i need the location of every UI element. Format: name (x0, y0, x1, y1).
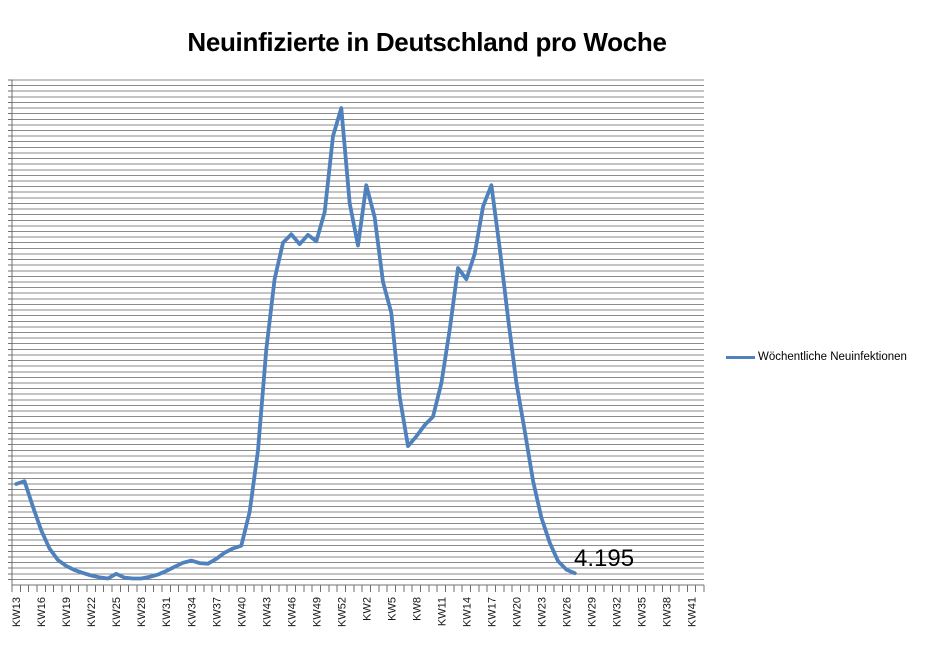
x-axis-label: KW41 (686, 597, 698, 627)
x-axis-labels: KW13 KW16 KW19 KW22 KW25 KW28 KW31 KW34 KW37 KW40… (11, 597, 698, 627)
x-axis-label: KW37 (211, 597, 223, 627)
x-axis-label: KW32 (611, 597, 623, 627)
x-axis-label: KW46 (286, 597, 298, 627)
x-axis-label: KW35 (636, 597, 648, 627)
x-axis-ticks (11, 585, 705, 592)
series-line-weekly-new-infections (14, 106, 577, 581)
x-axis-label: KW38 (661, 597, 673, 627)
x-axis-label: KW43 (261, 597, 273, 627)
chart-title: Neuinfizierte in Deutschland pro Woche (187, 27, 667, 57)
x-axis-label: KW40 (236, 597, 248, 627)
x-axis-label: KW19 (61, 597, 73, 627)
x-axis-label: KW25 (111, 597, 123, 627)
x-axis-label: KW28 (136, 597, 148, 627)
legend: Wöchentliche Neuinfektionen (726, 348, 907, 366)
x-axis-label: KW29 (586, 597, 598, 627)
x-axis-label: KW23 (536, 597, 548, 627)
x-axis-label: KW5 (386, 597, 398, 621)
x-axis-label: KW31 (161, 597, 173, 627)
axes (11, 80, 704, 586)
last-value-data-label: 4.195 (574, 545, 635, 572)
x-axis-label: KW13 (11, 597, 23, 627)
x-axis-label: KW22 (86, 597, 98, 627)
x-axis-label: KW52 (336, 597, 348, 627)
x-axis-label: KW26 (561, 597, 573, 627)
x-axis-label: KW16 (36, 597, 48, 627)
x-axis-label: KW14 (461, 597, 473, 627)
horizontal-gridlines (12, 79, 704, 580)
x-axis-label: KW49 (311, 597, 323, 627)
x-axis-label: KW34 (186, 597, 198, 627)
x-axis-label: KW8 (411, 597, 423, 621)
x-axis-label: KW11 (436, 597, 448, 626)
legend-series-label: Wöchentliche Neuinfektionen (758, 351, 907, 363)
x-axis-label: KW2 (361, 597, 373, 621)
x-axis-label: KW17 (486, 597, 498, 627)
x-axis-label: KW20 (511, 597, 523, 627)
legend-line-swatch-icon (726, 355, 755, 359)
